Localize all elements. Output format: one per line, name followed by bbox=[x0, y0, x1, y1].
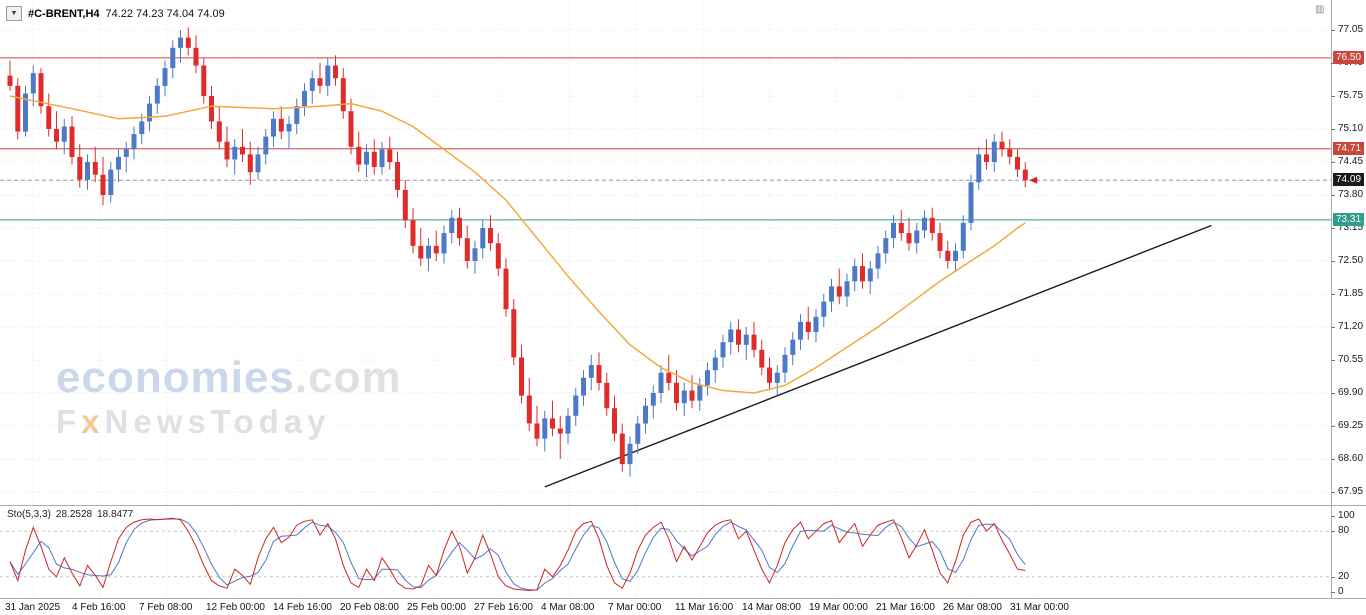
time-tick-label: 11 Mar 16:00 bbox=[675, 602, 734, 613]
time-tick-label: 4 Feb 16:00 bbox=[72, 602, 126, 613]
watermark: economies.com FxNewsToday bbox=[56, 356, 402, 442]
candles bbox=[7, 27, 1028, 477]
stoch-main-line bbox=[9, 517, 1026, 592]
grid-vertical-stoch bbox=[32, 505, 1039, 598]
timeaxis-separator bbox=[0, 598, 1366, 599]
time-tick-label: 7 Feb 08:00 bbox=[139, 602, 193, 613]
watermark-domain: .com bbox=[294, 353, 402, 402]
watermark-subtitle: FxNewsToday bbox=[56, 403, 331, 440]
chart-scale-icon[interactable]: ▥ bbox=[1315, 4, 1325, 15]
stoch-tick-label: 0 bbox=[1338, 586, 1344, 597]
grid-horizontal bbox=[0, 29, 1331, 493]
symbol-label: #C-BRENT,H4 bbox=[28, 7, 100, 20]
watermark-brand: economies bbox=[56, 353, 295, 402]
time-tick-label: 25 Feb 00:00 bbox=[407, 602, 466, 613]
price-tick-label: 71.20 bbox=[1338, 320, 1364, 332]
price-tick-mark bbox=[1331, 458, 1335, 460]
time-tick-label: 26 Mar 08:00 bbox=[943, 602, 1002, 613]
price-tick-label: 74.45 bbox=[1338, 155, 1364, 167]
price-tick-label: 75.10 bbox=[1338, 122, 1364, 134]
symbol-dropdown-button[interactable]: ▼ bbox=[6, 6, 22, 21]
time-tick-label: 19 Mar 00:00 bbox=[809, 602, 868, 613]
time-tick-label: 21 Mar 16:00 bbox=[876, 602, 935, 613]
time-tick-label: 14 Feb 16:00 bbox=[273, 602, 332, 613]
time-tick-label: 31 Mar 00:00 bbox=[1010, 602, 1069, 613]
stoch-tick-mark bbox=[1331, 516, 1335, 517]
ohlc-values: 74.22 74.23 74.04 74.09 bbox=[105, 7, 225, 20]
price-tick-label: 75.75 bbox=[1338, 89, 1364, 101]
price-tick-mark bbox=[1331, 161, 1335, 163]
price-tick-mark bbox=[1331, 326, 1335, 328]
price-level-badge: 74.09 bbox=[1333, 173, 1365, 187]
symbol-info-bar: ▼ #C-BRENT,H4 74.22 74.23 74.04 74.09 bbox=[6, 6, 225, 21]
watermark-x: x bbox=[81, 403, 105, 440]
price-tick-mark bbox=[1331, 491, 1335, 493]
price-tick-label: 69.90 bbox=[1338, 386, 1364, 398]
price-tick-label: 71.85 bbox=[1338, 287, 1364, 299]
horizontal-levels[interactable] bbox=[0, 57, 1331, 221]
moving-average-line bbox=[9, 95, 1026, 394]
time-tick-label: 14 Mar 08:00 bbox=[742, 602, 801, 613]
price-tick-label: 69.25 bbox=[1338, 419, 1364, 431]
price-tick-label: 72.50 bbox=[1338, 254, 1364, 266]
chevron-down-icon: ▼ bbox=[10, 10, 18, 17]
watermark-logo: economies.com bbox=[56, 356, 402, 400]
price-tick-mark bbox=[1331, 359, 1335, 361]
stoch-signal-value: 18.8477 bbox=[97, 509, 134, 520]
stoch-chart-canvas[interactable] bbox=[0, 505, 1331, 598]
price-level-badge: 73.31 bbox=[1333, 212, 1365, 226]
stoch-signal-line bbox=[9, 518, 1026, 591]
price-level-badge: 74.71 bbox=[1333, 141, 1365, 155]
axis-separator bbox=[1331, 0, 1332, 598]
stoch-name: Sto(5,3,3) bbox=[7, 509, 51, 520]
time-tick-label: 7 Mar 00:00 bbox=[608, 602, 662, 613]
price-tick-label: 77.05 bbox=[1338, 24, 1364, 35]
price-tick-mark bbox=[1331, 260, 1335, 262]
price-tick-mark bbox=[1331, 293, 1335, 295]
stochastic-indicator-label: Sto(5,3,3) 28.2528 18.8477 bbox=[7, 509, 138, 520]
price-tick-mark bbox=[1331, 95, 1335, 97]
stoch-tick-label: 80 bbox=[1338, 525, 1350, 537]
time-tick-label: 27 Feb 16:00 bbox=[474, 602, 533, 613]
price-tick-mark bbox=[1331, 194, 1335, 196]
price-tick-label: 70.55 bbox=[1338, 353, 1364, 365]
stoch-tick-label: 100 bbox=[1338, 510, 1355, 521]
time-tick-label: 31 Jan 2025 bbox=[5, 602, 61, 613]
time-tick-label: 12 Feb 00:00 bbox=[206, 602, 265, 613]
stoch-tick-label: 20 bbox=[1338, 570, 1350, 582]
price-tick-label: 73.80 bbox=[1338, 188, 1364, 200]
panel-separator[interactable] bbox=[0, 505, 1366, 506]
price-tick-label: 68.60 bbox=[1338, 452, 1364, 464]
price-tick-mark bbox=[1331, 128, 1335, 130]
current-price-arrow-icon bbox=[1029, 176, 1038, 184]
stoch-main-value: 28.2528 bbox=[55, 509, 93, 520]
stoch-tick-mark bbox=[1331, 576, 1335, 578]
stoch-tick-mark bbox=[1331, 592, 1335, 593]
main-chart-canvas[interactable] bbox=[0, 0, 1331, 505]
price-tick-label: 73.15 bbox=[1338, 221, 1364, 233]
price-tick-mark bbox=[1331, 392, 1335, 394]
trendline[interactable] bbox=[544, 224, 1212, 488]
price-tick-mark bbox=[1331, 30, 1335, 31]
time-tick-label: 20 Feb 08:00 bbox=[340, 602, 399, 613]
stoch-tick-mark bbox=[1331, 531, 1335, 533]
time-tick-label: 4 Mar 08:00 bbox=[541, 602, 595, 613]
price-tick-mark bbox=[1331, 425, 1335, 427]
price-level-badge: 76.50 bbox=[1333, 50, 1365, 64]
price-tick-mark bbox=[1331, 227, 1335, 229]
price-tick-label: 67.95 bbox=[1338, 485, 1364, 497]
